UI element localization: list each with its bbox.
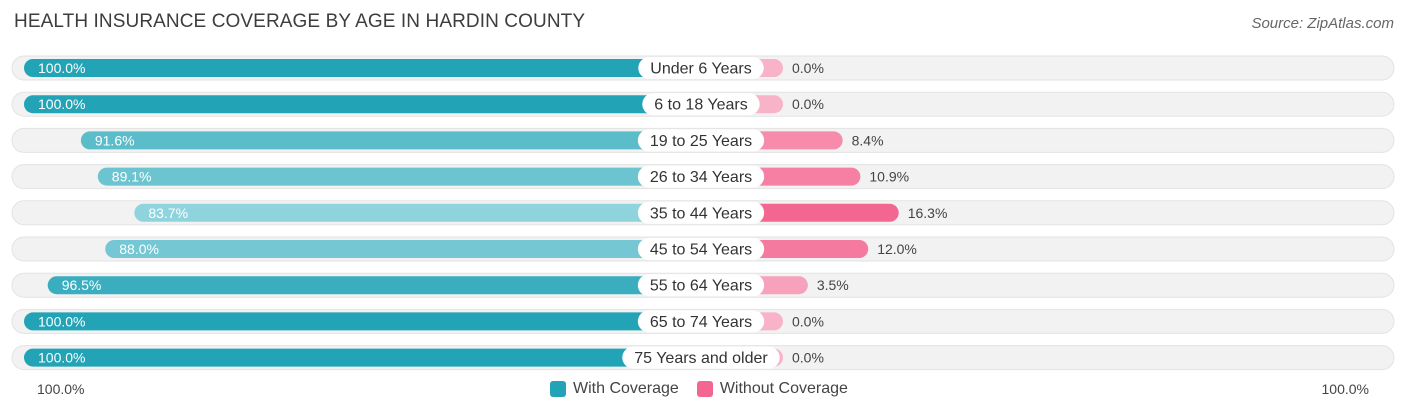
category-label: Under 6 Years (650, 61, 751, 78)
value-label-with-coverage: 96.5% (62, 277, 102, 293)
category-label: 65 to 74 Years (650, 314, 752, 331)
legend-swatch-without-coverage (696, 381, 713, 397)
category-pill (638, 57, 764, 79)
legend-item-without-coverage: Without Coverage (696, 380, 848, 398)
category-label: 19 to 25 Years (650, 133, 752, 150)
category-pill (622, 346, 780, 369)
legend-swatch-with-coverage (550, 381, 566, 397)
value-label-without-coverage: 8.4% (852, 132, 884, 148)
value-label-without-coverage: 12.0% (877, 241, 917, 257)
axis-right-label: 100.0% (1321, 381, 1369, 397)
value-label-without-coverage: 0.0% (792, 60, 824, 76)
category-pill (637, 129, 765, 152)
bar-with-coverage (134, 203, 721, 222)
category-label: 55 to 64 Years (650, 278, 752, 295)
category-label: 26 to 34 Years (650, 169, 752, 186)
bar-with-coverage (105, 240, 722, 258)
category-pill (637, 274, 765, 297)
bar-with-coverage (24, 95, 721, 114)
value-label-without-coverage: 0.0% (792, 350, 824, 366)
bar-with-coverage (24, 348, 721, 367)
bar-with-coverage (47, 276, 721, 295)
value-label-with-coverage: 100.0% (38, 350, 85, 366)
category-pill (637, 238, 765, 260)
value-label-without-coverage: 0.0% (792, 313, 824, 329)
category-label: 6 to 18 Years (654, 97, 747, 114)
value-label-with-coverage: 91.6% (95, 132, 135, 148)
category-pill (637, 165, 765, 188)
value-label-with-coverage: 100.0% (38, 313, 85, 329)
value-label-without-coverage: 3.5% (817, 277, 849, 293)
axis-left-label: 100.0% (37, 381, 85, 397)
legend-item-with-coverage: With Coverage (550, 380, 679, 398)
bar-with-coverage (80, 131, 722, 150)
category-label: 45 to 54 Years (650, 242, 752, 259)
bar-with-coverage (24, 312, 721, 331)
source-label: Source: ZipAtlas.com (1251, 15, 1394, 32)
value-label-without-coverage: 0.0% (792, 96, 824, 112)
value-label-without-coverage: 16.3% (908, 205, 948, 221)
value-label-with-coverage: 88.0% (119, 241, 159, 257)
value-label-without-coverage: 10.9% (869, 169, 909, 185)
legend-label-without-coverage: Without Coverage (719, 380, 848, 397)
bar-with-coverage (24, 59, 721, 77)
legend-label-with-coverage: With Coverage (573, 380, 679, 397)
category-pill (642, 93, 760, 116)
bar-chart: Under 6 Years 100.0% 0.0% 6 to 18 Years 100.… (11, 55, 1395, 371)
category-label: 35 to 44 Years (650, 205, 752, 222)
legend: With Coverage Without Coverage (550, 380, 866, 398)
category-pill (637, 310, 765, 333)
category-label: 75 Years and older (634, 350, 768, 367)
chart-title: HEALTH INSURANCE COVERAGE BY AGE IN HARD… (14, 11, 586, 32)
value-label-with-coverage: 100.0% (38, 60, 85, 76)
value-label-with-coverage: 83.7% (148, 205, 188, 221)
value-label-with-coverage: 100.0% (38, 96, 85, 112)
bar-with-coverage (97, 167, 722, 186)
value-label-with-coverage: 89.1% (112, 169, 152, 185)
category-pill (637, 201, 765, 224)
